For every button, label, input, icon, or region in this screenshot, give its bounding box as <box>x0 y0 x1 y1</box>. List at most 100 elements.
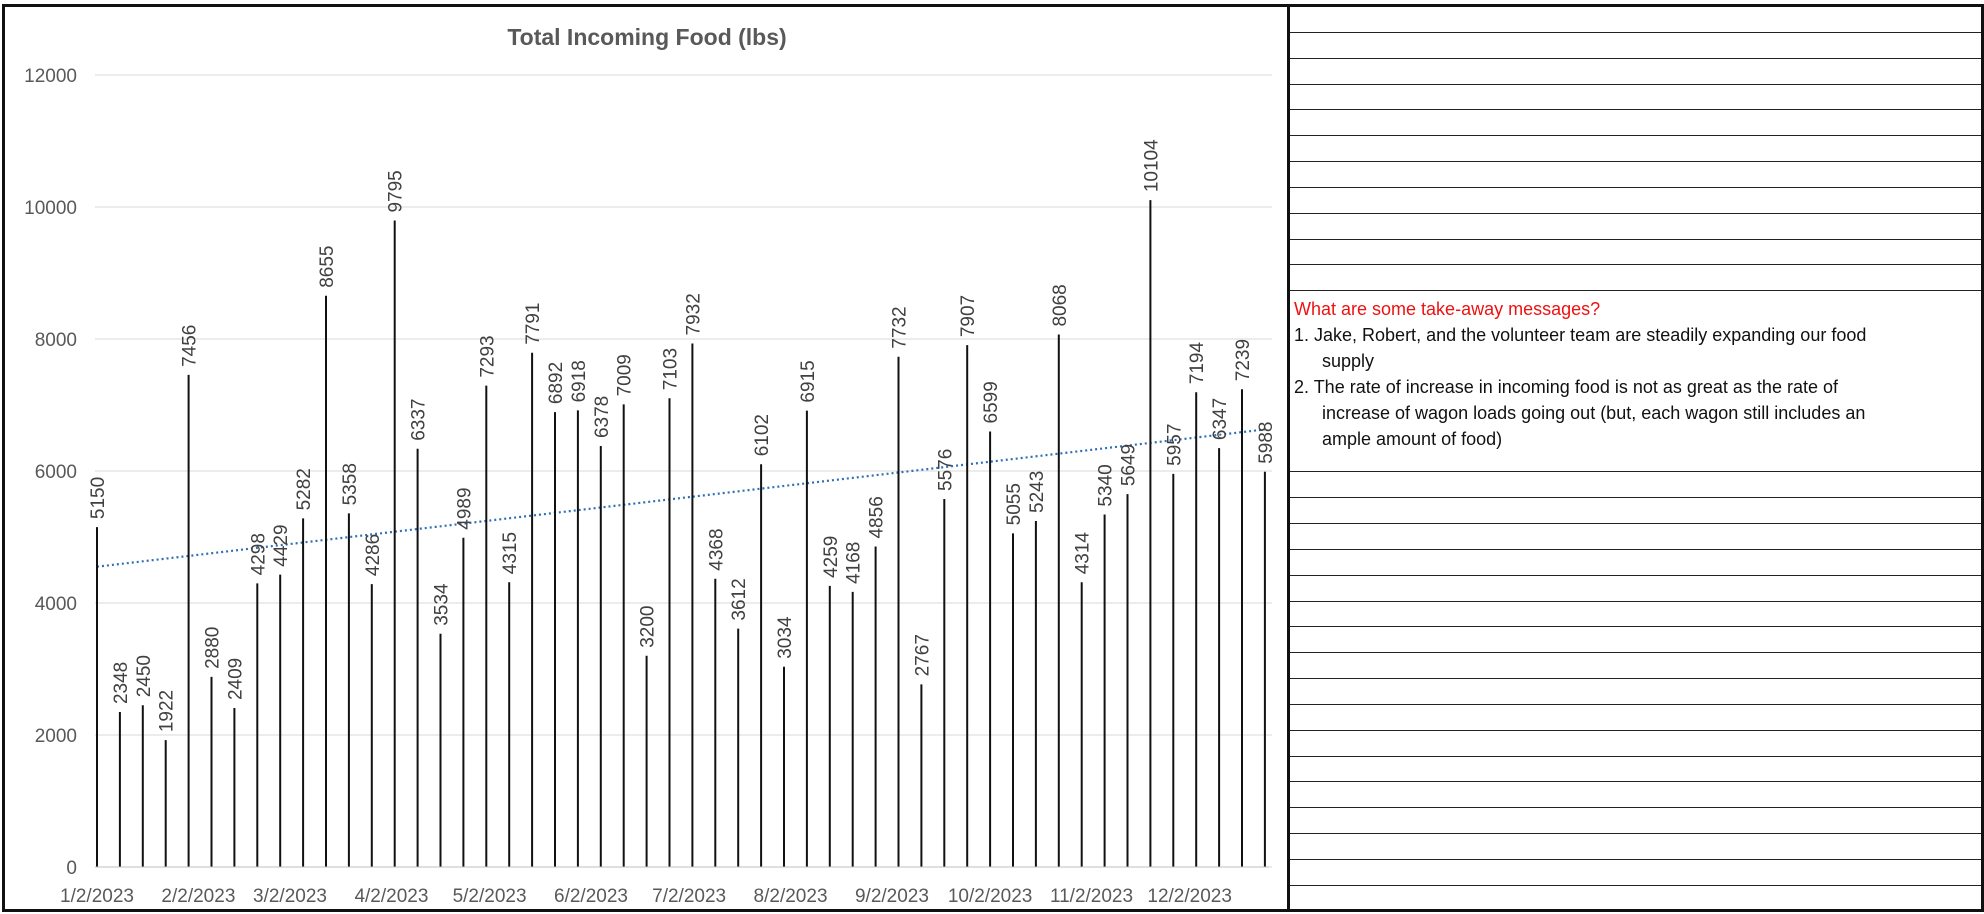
x-tick-label: 3/2/2023 <box>253 886 327 907</box>
notes-background <box>1290 296 1981 456</box>
y-tick-label: 4000 <box>35 594 77 615</box>
data-label: 2767 <box>912 634 933 676</box>
panel-row <box>1290 550 1981 576</box>
x-tick-label: 12/2/2023 <box>1147 886 1232 907</box>
data-label: 7239 <box>1233 339 1254 381</box>
y-tick-label: 6000 <box>35 462 77 483</box>
trendline-layer <box>96 428 1266 568</box>
panel-row <box>1290 498 1981 524</box>
y-tick-label: 8000 <box>35 330 77 351</box>
data-label: 6599 <box>981 381 1002 423</box>
panel-row <box>1290 472 1981 499</box>
gridlines <box>95 74 1272 868</box>
data-label: 3200 <box>638 606 659 648</box>
data-label: 7907 <box>958 295 979 337</box>
data-label: 3612 <box>729 578 750 620</box>
data-label: 5988 <box>1256 422 1277 464</box>
data-label: 5957 <box>1164 424 1185 466</box>
trendline <box>96 428 1266 568</box>
data-label: 7194 <box>1187 341 1208 384</box>
data-label: 4315 <box>500 532 521 574</box>
panel-row <box>1290 860 1981 886</box>
panel-row <box>1290 136 1981 163</box>
x-tick-label: 5/2/2023 <box>453 886 527 907</box>
data-label: 7791 <box>523 303 544 345</box>
data-label: 2348 <box>111 662 132 704</box>
x-tick-label: 7/2/2023 <box>652 886 726 907</box>
panel-row <box>1290 731 1981 757</box>
data-label: 6918 <box>569 360 590 402</box>
y-tick-label: 0 <box>66 858 77 879</box>
bars <box>96 200 1266 867</box>
note-1-line-1: 1. Jake, Robert, and the volunteer team … <box>1294 325 1867 345</box>
note-2-line-2: increase of wagon loads going out (but, … <box>1322 403 1866 423</box>
panel-row <box>1290 783 1981 809</box>
data-label: 5055 <box>1004 483 1025 525</box>
x-tick-label: 8/2/2023 <box>754 886 828 907</box>
data-label: 4314 <box>1073 532 1094 575</box>
data-label: 5340 <box>1096 464 1117 506</box>
x-tick-label: 9/2/2023 <box>855 886 929 907</box>
data-label: 4259 <box>821 536 842 578</box>
data-label: 3034 <box>775 616 796 659</box>
y-tick-label: 12000 <box>24 66 77 87</box>
data-label: 4989 <box>454 487 475 529</box>
x-tick-label: 1/2/2023 <box>60 886 134 907</box>
x-tick-label: 6/2/2023 <box>554 886 628 907</box>
panel-row <box>1290 33 1981 59</box>
data-label: 5649 <box>1119 444 1140 486</box>
chart-title: Total Incoming Food (lbs) <box>507 24 786 50</box>
data-label: 6915 <box>798 360 819 402</box>
data-label: 4286 <box>363 534 384 576</box>
y-tick-label: 2000 <box>35 726 77 747</box>
data-label: 5150 <box>88 477 109 519</box>
panel-row <box>1290 59 1981 85</box>
panel-row <box>1290 110 1981 137</box>
data-label: 5358 <box>340 463 361 505</box>
note-1-line-2: supply <box>1322 351 1375 371</box>
panel-row <box>1290 85 1981 111</box>
data-label: 6337 <box>409 398 430 440</box>
data-label: 8655 <box>317 245 338 287</box>
panel-row <box>1290 834 1981 861</box>
note-2-line-3: ample amount of food) <box>1322 429 1503 449</box>
data-label: 6378 <box>592 396 613 438</box>
panel-row <box>1290 214 1981 240</box>
x-tick-label: 2/2/2023 <box>161 886 235 907</box>
data-label: 2450 <box>134 655 155 697</box>
note-2-line-1: 2. The rate of increase in incoming food… <box>1294 377 1838 397</box>
data-label: 2880 <box>203 627 224 669</box>
axis-tick-labels: 0 2000 4000 6000 8000 10000 12000 1/2/2023 2/2/2… <box>24 66 1269 907</box>
x-tick-label: 11/2/2023 <box>1050 886 1133 907</box>
data-label: 5282 <box>294 468 315 510</box>
data-label: 7293 <box>477 335 498 377</box>
data-label: 6347 <box>1210 398 1231 440</box>
panel-row <box>1290 240 1981 266</box>
data-label: 9795 <box>386 170 407 212</box>
data-label: 7732 <box>890 306 911 348</box>
data-label: 7009 <box>615 354 636 396</box>
panel-row <box>1290 627 1981 654</box>
panel-row <box>1290 808 1981 835</box>
data-label: 7456 <box>180 325 201 367</box>
data-label: 1922 <box>157 690 178 732</box>
panel-row <box>1290 162 1981 188</box>
data-label: 3534 <box>432 583 453 626</box>
data-label: 5576 <box>935 449 956 491</box>
data-label: 4368 <box>706 528 727 570</box>
data-label: 7932 <box>683 293 704 335</box>
data-label: 7103 <box>661 348 682 390</box>
panel-row <box>1290 679 1981 705</box>
x-tick-label: 4/2/2023 <box>354 886 428 907</box>
takeaway-panel: What are some take-away messages? 1. Jak… <box>1290 4 1984 912</box>
panel-row <box>1290 757 1981 783</box>
data-label: 4856 <box>867 496 888 538</box>
data-label: 8068 <box>1050 284 1071 326</box>
panel-row <box>1290 524 1981 550</box>
panel-row <box>1290 7 1981 33</box>
data-label: 6102 <box>752 414 773 456</box>
y-tick-label: 10000 <box>24 198 77 219</box>
panel-row <box>1290 188 1981 214</box>
